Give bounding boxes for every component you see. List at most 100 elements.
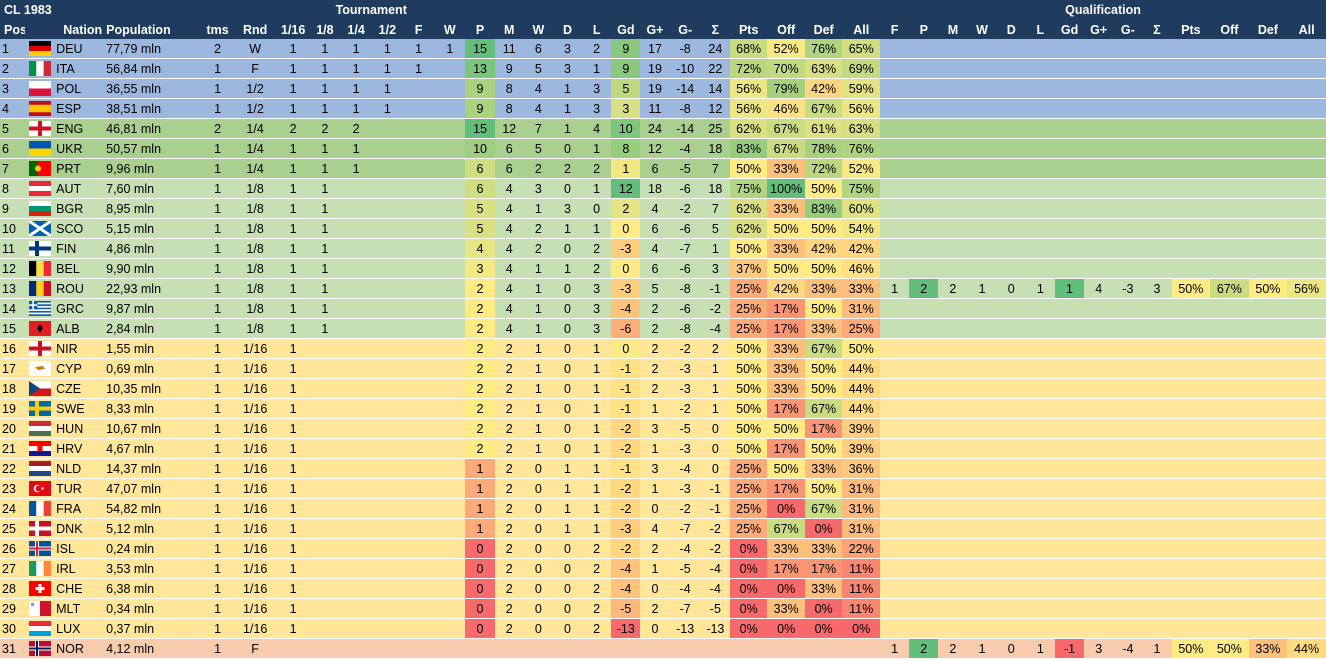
qual-f-cell [880, 298, 910, 319]
qual-gm-cell [1113, 538, 1143, 559]
goals-against-cell: -6 [669, 298, 701, 319]
qual-gm-cell [1113, 378, 1143, 399]
tournament-stage-cell: 1 [276, 278, 310, 299]
round-cell: 1/8 [233, 238, 277, 259]
points-cell: 2 [465, 378, 495, 399]
qual-d-cell [996, 358, 1026, 379]
qual-gd-cell [1054, 98, 1085, 119]
tournament-stage-cell [402, 218, 435, 239]
col-header: 1/4 [340, 20, 372, 39]
tournament-stage-cell [340, 518, 372, 539]
qual-off-cell [1210, 458, 1249, 479]
qual-w-cell: 1 [967, 278, 997, 299]
tms-cell: 1 [202, 518, 234, 539]
off-pct-cell: 33% [767, 598, 805, 619]
draws-cell: 3 [552, 39, 583, 59]
def-pct-cell: 0% [804, 618, 843, 639]
tms-cell: 1 [202, 458, 234, 479]
points-cell: 6 [465, 178, 495, 199]
tms-cell: 1 [202, 98, 234, 119]
qual-s-cell [1142, 78, 1172, 99]
tournament-stage-cell: 1 [340, 138, 372, 159]
tms-cell: 1 [202, 158, 234, 179]
tournament-stage-cell [434, 138, 466, 159]
tournament-stage-cell [371, 278, 403, 299]
qual-all-cell [1287, 138, 1326, 159]
goals-for-cell: 1 [640, 478, 670, 499]
tournament-stage-cell [276, 638, 310, 659]
qual-p-cell [909, 218, 939, 239]
flag-cell [24, 278, 55, 299]
qual-w-cell [967, 518, 997, 539]
table-row: 17 CYP 0,69 mln 1 1/16 1 2 2 1 0 1 -1 2 -3 1 50% 33% 50% 4… [0, 358, 1326, 379]
qual-d-cell [996, 338, 1026, 359]
qual-m-cell [938, 58, 968, 79]
flag-cell [24, 218, 55, 239]
qual-s-cell [1142, 618, 1172, 639]
tournament-stage-cell: 1 [402, 58, 435, 79]
tournament-stage-cell: 1 [402, 39, 435, 59]
all-pct-cell: 22% [842, 538, 881, 559]
matches-cell: 2 [494, 418, 524, 439]
tournament-stage-cell [402, 278, 435, 299]
tournament-stage-cell [371, 418, 403, 439]
losses-cell: 3 [582, 98, 612, 119]
all-pct-cell: 44% [842, 398, 881, 419]
qual-gm-cell [1113, 138, 1143, 159]
losses-cell: 2 [582, 39, 612, 59]
qual-gm-cell [1113, 238, 1143, 259]
qual-w-cell [967, 298, 997, 319]
tournament-stage-cell [340, 198, 372, 219]
qual-pts-cell [1171, 618, 1211, 639]
all-pct-cell: 56% [842, 98, 881, 119]
tournament-stage-cell: 1 [309, 278, 341, 299]
pos-cell: 28 [0, 578, 25, 599]
tournament-stage-cell [434, 438, 466, 459]
wins-cell: 0 [523, 598, 553, 619]
goal-diff-cell: -3 [611, 518, 641, 539]
qual-gp-cell [1084, 258, 1114, 279]
tournament-stage-cell: 1 [309, 178, 341, 199]
tournament-stage-cell: 1 [276, 158, 310, 179]
tms-cell: 1 [202, 538, 234, 559]
esp-flag [28, 101, 51, 117]
sum-cell: -4 [700, 578, 730, 599]
tournament-stage-cell [371, 518, 403, 539]
off-pct-cell: 17% [767, 438, 805, 459]
qual-off-cell: 67% [1210, 278, 1249, 299]
wins-cell: 2 [523, 218, 553, 239]
qual-gd-cell [1054, 39, 1085, 59]
tournament-stage-cell [434, 478, 466, 499]
off-pct-cell: 50% [767, 218, 805, 239]
qual-gp-cell: 4 [1084, 278, 1114, 299]
qual-l-cell [1025, 318, 1055, 339]
draws-cell: 0 [552, 138, 583, 159]
qual-f-cell [880, 418, 910, 439]
qual-gd-cell [1054, 458, 1085, 479]
round-cell: 1/8 [233, 258, 277, 279]
col-header: W [523, 20, 553, 39]
losses-cell: 1 [582, 358, 612, 379]
draws-cell: 0 [552, 418, 583, 439]
qual-gp-cell [1084, 78, 1114, 99]
off-pct-cell: 0% [767, 578, 805, 599]
qual-col-header: M [938, 20, 968, 39]
def-pct-cell: 50% [804, 218, 843, 239]
population-cell: 7,60 mln [104, 178, 203, 199]
tournament-stage-cell [309, 398, 341, 419]
tms-cell: 1 [202, 498, 234, 519]
qual-m-cell [938, 538, 968, 559]
qual-gd-cell [1054, 138, 1085, 159]
tournament-stage-cell [402, 318, 435, 339]
goals-for-cell: 2 [640, 538, 670, 559]
sum-cell: 7 [700, 158, 730, 179]
tournament-stage-cell: 1 [309, 238, 341, 259]
qual-w-cell [967, 98, 997, 119]
all-pct-cell: 11% [842, 578, 881, 599]
aut-flag [28, 181, 51, 197]
points-cell: 1 [465, 458, 495, 479]
table-row: 16 NIR 1,55 mln 1 1/16 1 2 2 1 0 1 0 2 -2 2 50% 33% 67% 50… [0, 338, 1326, 359]
qual-w-cell [967, 338, 997, 359]
qual-off-cell [1210, 258, 1249, 279]
round-cell: 1/8 [233, 298, 277, 319]
